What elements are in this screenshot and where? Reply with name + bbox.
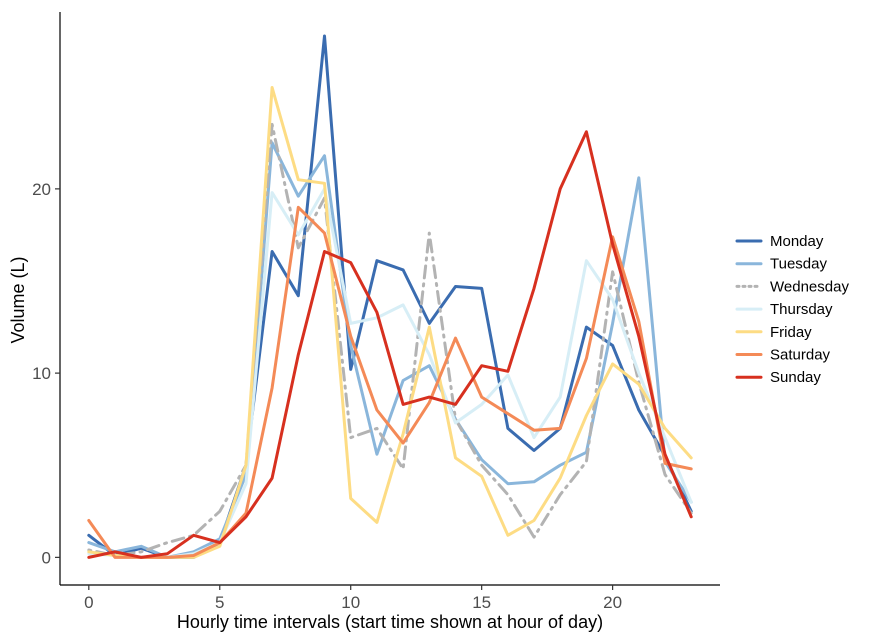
series-line-sunday [87, 130, 693, 559]
series-lines [87, 34, 693, 559]
legend-label-monday: Monday [770, 233, 824, 250]
axes [59, 12, 720, 586]
series-line-wednesday [87, 122, 693, 557]
x-tick-label: 10 [341, 593, 360, 612]
y-axis-title: Volume (L) [8, 256, 28, 343]
x-ticks: 0 5 10 15 20 [84, 585, 622, 612]
legend: Monday Tuesday Wednesday Thursday Friday Satu… [735, 233, 849, 386]
legend-label-thursday: Thursday [770, 301, 833, 318]
x-tick-label: 0 [84, 593, 93, 612]
series-line-thursday [87, 187, 693, 559]
x-tick-label: 5 [215, 593, 224, 612]
legend-label-sunday: Sunday [770, 369, 821, 386]
series-line-saturday [87, 205, 693, 559]
legend-label-saturday: Saturday [770, 347, 831, 364]
y-tick-label: 20 [32, 180, 51, 199]
x-tick-label: 15 [472, 593, 491, 612]
x-axis-title: Hourly time intervals (start time shown … [177, 612, 603, 632]
series-line-friday [87, 86, 693, 559]
legend-label-tuesday: Tuesday [770, 256, 827, 273]
y-tick-label: 10 [32, 364, 51, 383]
y-ticks: 0 10 20 [32, 180, 60, 567]
y-tick-label: 0 [42, 548, 51, 567]
legend-label-friday: Friday [770, 324, 812, 341]
legend-label-wednesday: Wednesday [770, 278, 849, 295]
x-tick-label: 20 [603, 593, 622, 612]
